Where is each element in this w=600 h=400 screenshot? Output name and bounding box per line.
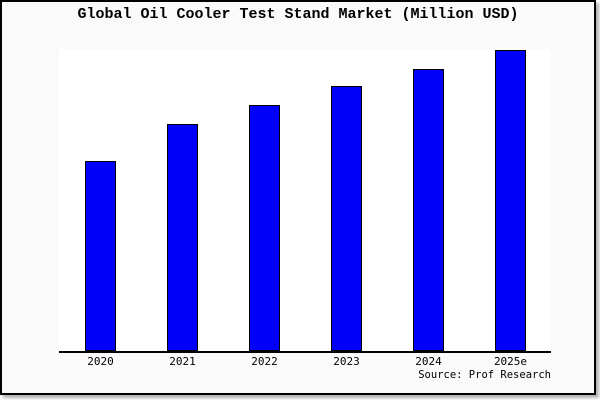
- bar-2022: [249, 105, 280, 351]
- bar-2021: [167, 124, 198, 351]
- bar-2020: [85, 161, 116, 351]
- x-tick-label-2023: 2023: [333, 355, 360, 368]
- source-credit: Source: Prof Research: [418, 369, 551, 381]
- bar-2024: [413, 69, 444, 351]
- x-tick-label-2022: 2022: [251, 355, 278, 368]
- x-tick-label-2021: 2021: [169, 355, 196, 368]
- bar-2025e: [495, 50, 526, 351]
- bar-2023: [331, 86, 362, 351]
- x-tick-label-2020: 2020: [87, 355, 114, 368]
- chart-title: Global Oil Cooler Test Stand Market (Mil…: [77, 6, 519, 23]
- x-tick-label-2024: 2024: [415, 355, 442, 368]
- plot-area: [59, 49, 551, 353]
- x-tick-label-2025e: 2025e: [493, 355, 528, 368]
